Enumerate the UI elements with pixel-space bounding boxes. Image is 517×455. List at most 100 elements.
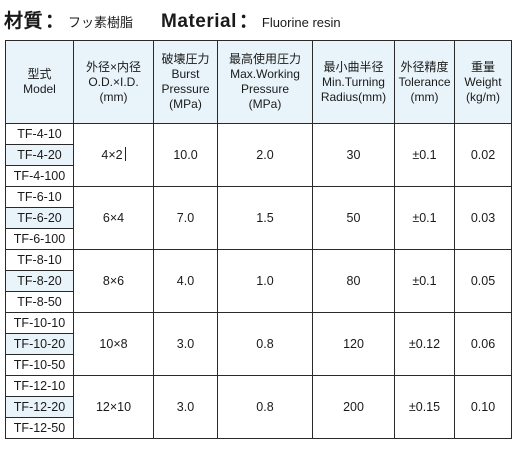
weight-value: 0.05 bbox=[470, 273, 496, 288]
weight-value: 0.02 bbox=[470, 147, 496, 162]
table-row: TF-6-10 6×4 7.0 1.5 50 ±0.1 0.03 bbox=[5, 186, 512, 250]
weight-value: 0.10 bbox=[470, 399, 496, 414]
model-cell: TF-8-50 bbox=[5, 291, 74, 313]
weight-cell: 0.10 bbox=[454, 375, 512, 439]
size-cell: 12×10 bbox=[73, 375, 154, 439]
size-cell: 6×4 bbox=[73, 186, 154, 250]
tolerance-value: ±0.15 bbox=[408, 399, 441, 414]
model-cell: TF-8-20 bbox=[5, 270, 74, 292]
table-row: TF-10-20 bbox=[5, 333, 512, 355]
weight-cell: 0.02 bbox=[454, 123, 512, 187]
size-value: 6×4 bbox=[102, 210, 125, 225]
radius-value: 200 bbox=[343, 399, 364, 414]
header-tolerance: 外径精度 Tolerance (mm) bbox=[394, 40, 455, 124]
material-jp-label: 材質 bbox=[4, 11, 44, 32]
header-model: 型式 Model bbox=[5, 40, 74, 124]
header-max-working-line: Pressure bbox=[240, 82, 290, 96]
table-row: TF-8-50 bbox=[5, 291, 512, 313]
model-cell: TF-10-50 bbox=[5, 354, 74, 376]
model-cell: TF-4-10 bbox=[5, 123, 74, 145]
header-max-working-line: Max.Working bbox=[230, 67, 300, 81]
model-cell: TF-12-50 bbox=[5, 417, 74, 439]
header-tolerance-line: Tolerance bbox=[398, 74, 451, 89]
burst-value: 10.0 bbox=[173, 147, 198, 162]
radius-cell: 200 bbox=[312, 375, 395, 439]
max-working-cell: 1.0 bbox=[217, 249, 313, 313]
material-jp-colon: ： bbox=[45, 11, 65, 32]
spec-table: 型式 Model 外径×内径 O.D.×I.D. (mm) 破壊圧力 Burst Pressu… bbox=[5, 40, 512, 439]
header-tolerance-line: (mm) bbox=[410, 89, 439, 104]
header-max-working-line: (MPa) bbox=[248, 97, 282, 111]
radius-value: 50 bbox=[346, 210, 361, 225]
model-cell: TF-12-10 bbox=[5, 375, 74, 397]
table-row: TF-4-100 bbox=[5, 165, 512, 187]
table-row: TF-8-10 8×6 4.0 1.0 80 ±0.1 0.05 bbox=[5, 249, 512, 313]
material-en-label: Material bbox=[161, 11, 237, 32]
material-en-value: Fluorine resin bbox=[261, 15, 341, 30]
model-cell: TF-6-10 bbox=[5, 186, 74, 208]
weight-value: 0.06 bbox=[470, 336, 496, 351]
header-weight-line: 重量 bbox=[470, 59, 495, 74]
tolerance-value: ±0.1 bbox=[412, 210, 437, 225]
model-cell: TF-4-100 bbox=[5, 165, 74, 187]
header-model-line: Model bbox=[23, 82, 56, 96]
radius-cell: 120 bbox=[312, 312, 395, 376]
max-working-value: 1.5 bbox=[256, 210, 274, 225]
size-cell: 8×6 bbox=[73, 249, 154, 313]
header-burst-line: (MPa) bbox=[169, 97, 202, 111]
tolerance-cell: ±0.1 bbox=[394, 123, 455, 187]
max-working-value: 1.0 bbox=[256, 273, 274, 288]
model-cell: TF-12-20 bbox=[5, 396, 74, 418]
radius-value: 120 bbox=[343, 336, 364, 351]
header-size-line: O.D.×I.D. bbox=[88, 74, 139, 89]
model-cell: TF-10-20 bbox=[5, 333, 74, 355]
tolerance-cell: ±0.1 bbox=[394, 186, 455, 250]
material-jp-value: フッ素樹脂 bbox=[68, 15, 134, 30]
size-value: 8×6 bbox=[102, 273, 125, 288]
table-body: TF-4-10 4×2 10.0 2.0 30 ±0.1 0.02 TF-4-20 TF-4-1… bbox=[5, 123, 512, 439]
header-burst-line: 破壊圧力 bbox=[161, 52, 210, 66]
header-burst-line: Burst bbox=[171, 67, 200, 81]
material-title: 材質 ： フッ素樹脂 Material ： Fluorine resin bbox=[4, 6, 341, 34]
max-working-cell: 0.8 bbox=[217, 375, 313, 439]
radius-cell: 50 bbox=[312, 186, 395, 250]
tolerance-cell: ±0.15 bbox=[394, 375, 455, 439]
model-cell: TF-4-20 bbox=[5, 144, 74, 166]
max-working-cell: 0.8 bbox=[217, 312, 313, 376]
weight-value: 0.03 bbox=[470, 210, 496, 225]
table-header-row: 型式 Model 外径×内径 O.D.×I.D. (mm) 破壊圧力 Burst Pressu… bbox=[5, 40, 512, 124]
weight-cell: 0.05 bbox=[454, 249, 512, 313]
header-burst-line: Pressure bbox=[161, 82, 210, 96]
burst-cell: 3.0 bbox=[153, 375, 218, 439]
max-working-cell: 1.5 bbox=[217, 186, 313, 250]
tolerance-value: ±0.1 bbox=[412, 273, 437, 288]
radius-cell: 80 bbox=[312, 249, 395, 313]
weight-cell: 0.06 bbox=[454, 312, 512, 376]
text-cursor bbox=[124, 147, 126, 161]
max-working-cell: 2.0 bbox=[217, 123, 313, 187]
burst-value: 4.0 bbox=[176, 273, 195, 288]
radius-value: 30 bbox=[346, 147, 361, 162]
table-row: TF-10-10 10×8 3.0 0.8 120 ±0.12 0.06 bbox=[5, 312, 512, 376]
burst-cell: 3.0 bbox=[153, 312, 218, 376]
material-en-colon: ： bbox=[238, 11, 258, 32]
table-row: TF-12-10 12×10 3.0 0.8 200 ±0.15 0.10 bbox=[5, 375, 512, 439]
header-radius-line: Radius(mm) bbox=[320, 89, 387, 104]
model-cell: TF-10-10 bbox=[5, 312, 74, 334]
table-row: TF-4-20 bbox=[5, 144, 512, 166]
table-row: TF-12-50 bbox=[5, 417, 512, 439]
burst-cell: 4.0 bbox=[153, 249, 218, 313]
tolerance-value: ±0.12 bbox=[408, 336, 441, 351]
table-row: TF-12-20 bbox=[5, 396, 512, 418]
radius-value: 80 bbox=[346, 273, 361, 288]
header-max-working-line: 最高使用圧力 bbox=[228, 52, 301, 66]
header-model-line: 型式 bbox=[27, 67, 52, 81]
table-row: TF-4-10 4×2 10.0 2.0 30 ±0.1 0.02 bbox=[5, 123, 512, 187]
header-burst: 破壊圧力 Burst Pressure (MPa) bbox=[153, 40, 218, 124]
max-working-value: 0.8 bbox=[256, 399, 274, 414]
header-weight-line: Weight bbox=[464, 74, 502, 89]
model-cell: TF-8-10 bbox=[5, 249, 74, 271]
header-size: 外径×内径 O.D.×I.D. (mm) bbox=[73, 40, 154, 124]
size-cell: 4×2 bbox=[73, 123, 154, 187]
size-value: 4×2 bbox=[101, 148, 123, 162]
